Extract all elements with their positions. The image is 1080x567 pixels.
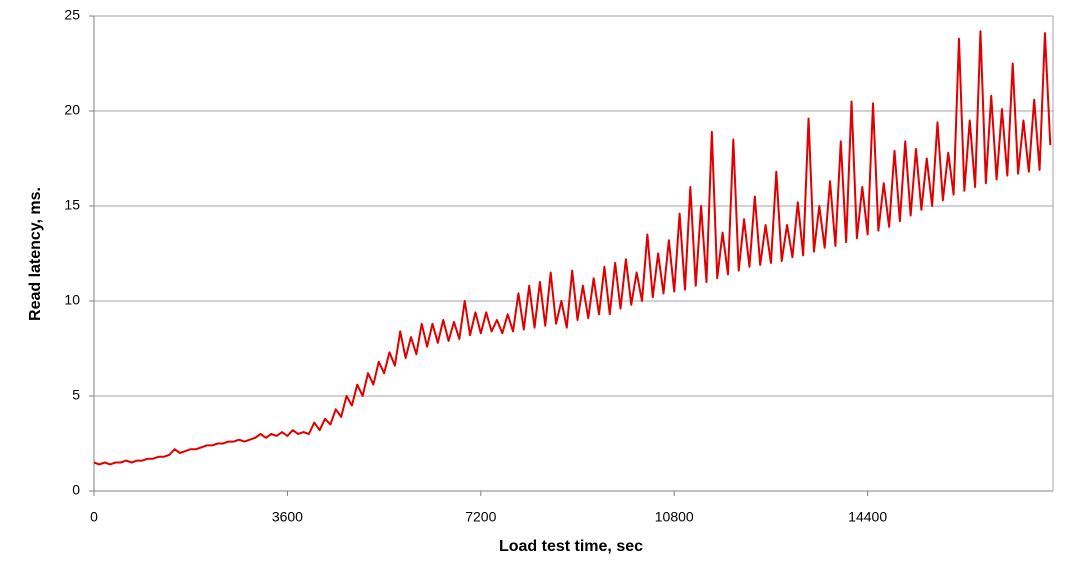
x-tick-label: 0 [90,509,98,525]
y-tick-label: 20 [64,102,80,118]
x-tick-label: 7200 [465,509,496,525]
x-tick-label: 3600 [272,509,303,525]
y-tick-label: 10 [64,292,80,308]
x-tick-label: 14400 [848,509,887,525]
y-tick-label: 0 [72,482,80,498]
y-tick-label: 25 [64,7,80,23]
data-line [93,30,1052,466]
y-axis-title: Read latency, ms. [27,187,44,321]
y-tick-label: 15 [64,197,80,213]
x-axis-title: Load test time, sec [499,538,643,555]
y-tick-label: 5 [72,387,80,403]
x-tick-label: 10800 [655,509,694,525]
